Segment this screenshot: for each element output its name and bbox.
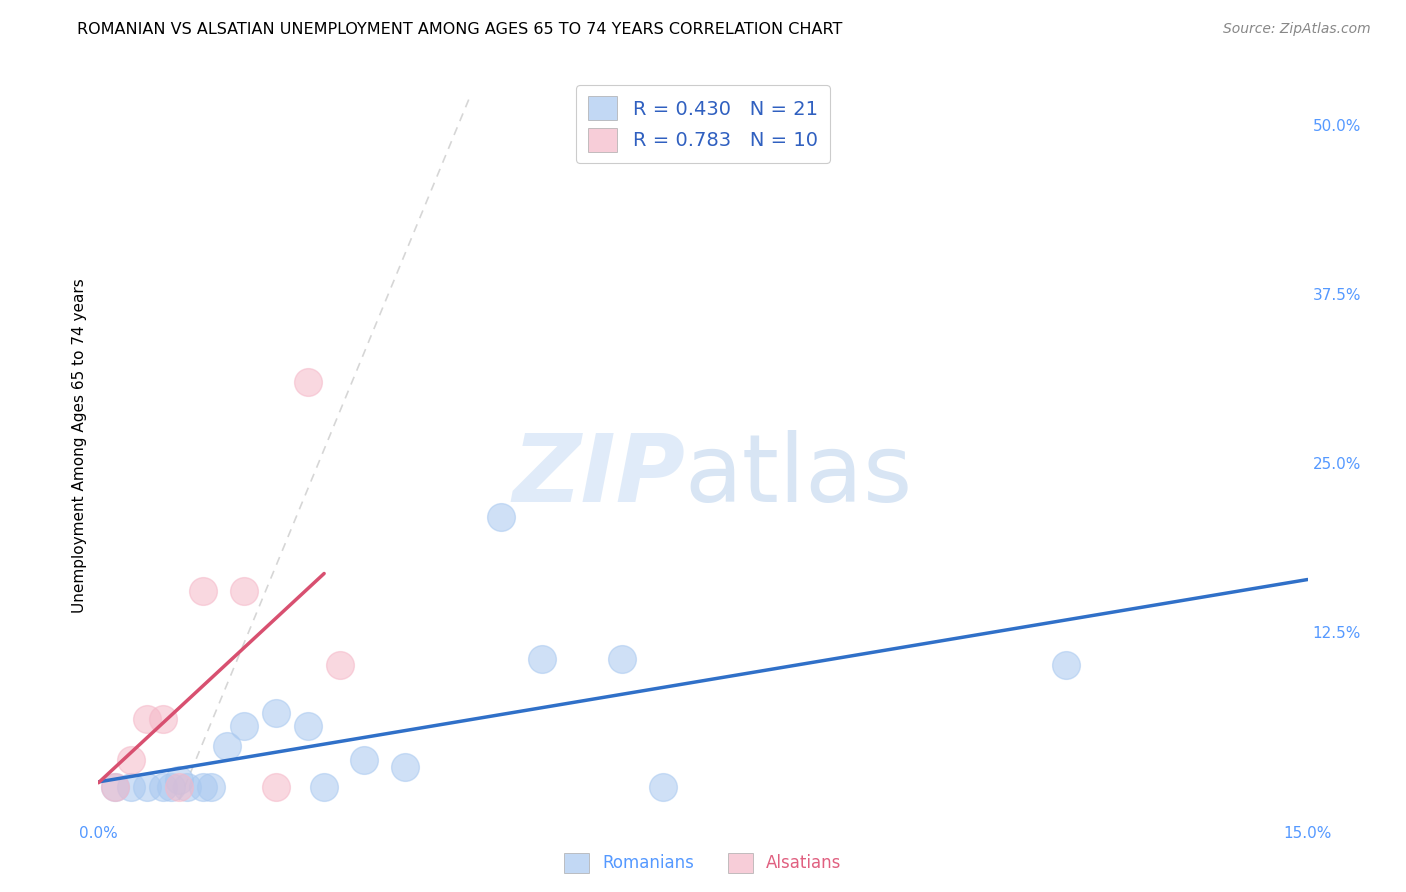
- Point: [160, 780, 183, 794]
- Point: [394, 759, 416, 773]
- Point: [329, 658, 352, 673]
- Point: [167, 773, 190, 788]
- Text: ZIP: ZIP: [512, 430, 685, 522]
- Point: [120, 780, 142, 794]
- Point: [264, 780, 287, 794]
- Point: [103, 780, 125, 794]
- Point: [353, 753, 375, 767]
- Point: [135, 712, 157, 726]
- Point: [530, 651, 553, 665]
- Text: atlas: atlas: [685, 430, 912, 522]
- Point: [1054, 658, 1077, 673]
- Legend: Romanians, Alsatians: Romanians, Alsatians: [558, 847, 848, 880]
- Point: [200, 780, 222, 794]
- Point: [232, 584, 254, 599]
- Point: [193, 780, 215, 794]
- Point: [120, 753, 142, 767]
- Point: [651, 780, 673, 794]
- Y-axis label: Unemployment Among Ages 65 to 74 years: Unemployment Among Ages 65 to 74 years: [72, 278, 87, 614]
- Point: [167, 780, 190, 794]
- Point: [612, 651, 634, 665]
- Point: [491, 509, 513, 524]
- Text: Source: ZipAtlas.com: Source: ZipAtlas.com: [1223, 22, 1371, 37]
- Point: [135, 780, 157, 794]
- Point: [152, 712, 174, 726]
- Point: [232, 719, 254, 733]
- Point: [193, 584, 215, 599]
- Point: [297, 375, 319, 389]
- Point: [297, 719, 319, 733]
- Point: [264, 706, 287, 720]
- Point: [152, 780, 174, 794]
- Point: [217, 739, 239, 754]
- Text: ROMANIAN VS ALSATIAN UNEMPLOYMENT AMONG AGES 65 TO 74 YEARS CORRELATION CHART: ROMANIAN VS ALSATIAN UNEMPLOYMENT AMONG …: [77, 22, 842, 37]
- Point: [103, 780, 125, 794]
- Point: [176, 780, 198, 794]
- Point: [314, 780, 336, 794]
